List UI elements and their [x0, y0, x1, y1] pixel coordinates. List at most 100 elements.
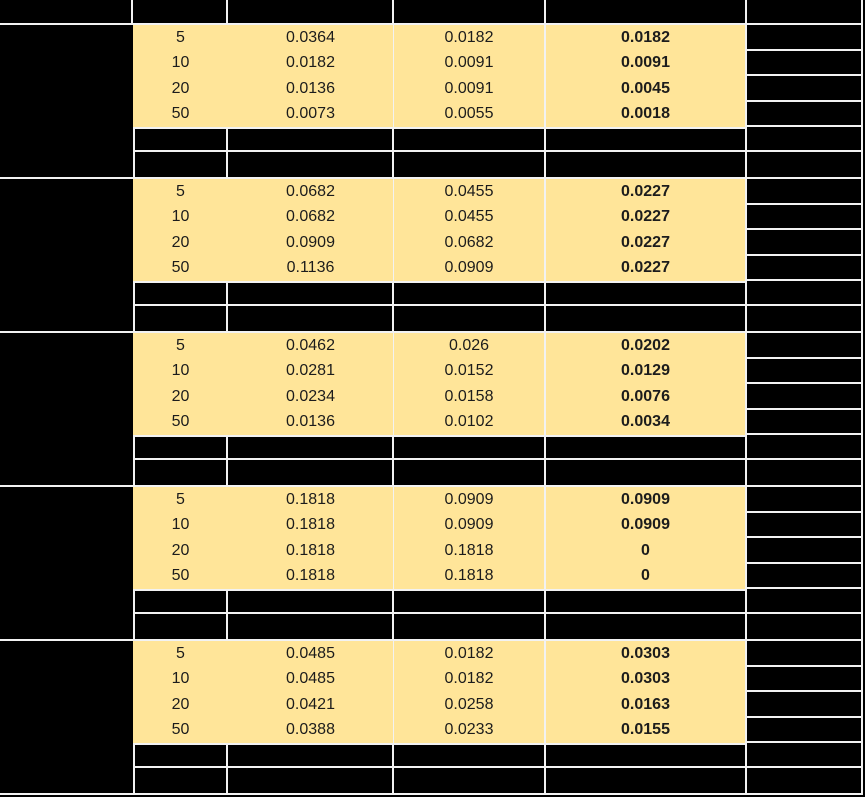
value-cell-bold: 0.0227 — [546, 204, 747, 230]
row-group: 5 0.0462 0.026 0.0202 10 0.0281 0.0152 0.0129 20… — [0, 333, 865, 487]
value-cell: 0.0136 — [228, 76, 394, 102]
value-cell-bold: 0.0227 — [546, 230, 747, 256]
redacted-cell — [747, 409, 863, 435]
separator-row-redacted — [133, 306, 865, 333]
redacted-cell — [747, 717, 863, 743]
value-cell: 0.0909 — [394, 255, 546, 281]
value-cell: 0.0102 — [394, 409, 546, 435]
value-cell: 0.0055 — [394, 101, 546, 127]
value-cell-bold: 0.0045 — [546, 76, 747, 102]
separator-row-redacted — [133, 435, 865, 460]
value-cell: 0.0234 — [228, 384, 394, 410]
redacted-cell — [546, 743, 747, 768]
redacted-cell — [546, 127, 747, 152]
redacted-cell — [133, 435, 228, 460]
redacted-cell — [546, 306, 747, 333]
value-cell-bold: 0.0227 — [546, 179, 747, 205]
value-cell: 0.0682 — [394, 230, 546, 256]
redacted-cell — [747, 358, 863, 384]
redacted-cell — [133, 281, 228, 306]
redacted-cell — [546, 768, 747, 795]
value-cell: 0.0182 — [394, 641, 546, 667]
value-cell: 0.0485 — [228, 641, 394, 667]
redacted-cell — [747, 179, 863, 205]
k-value-cell: 5 — [133, 641, 228, 667]
value-cell: 0.1818 — [228, 512, 394, 538]
redacted-cell — [133, 152, 228, 179]
redacted-cell — [747, 563, 863, 589]
redacted-cell — [747, 204, 863, 230]
value-cell-bold: 0.0034 — [546, 409, 747, 435]
k-value-cell: 50 — [133, 717, 228, 743]
group-rows: 5 0.0462 0.026 0.0202 10 0.0281 0.0152 0.0129 20… — [133, 333, 865, 487]
redacted-cell — [747, 50, 863, 76]
separator-row-redacted — [133, 281, 865, 306]
value-cell: 0.0136 — [228, 409, 394, 435]
table-row: 20 0.0421 0.0258 0.0163 — [133, 692, 865, 718]
redacted-cell — [394, 768, 546, 795]
redacted-cell — [228, 743, 394, 768]
redacted-cell — [394, 589, 546, 614]
k-value-cell: 5 — [133, 179, 228, 205]
value-cell-bold: 0.0091 — [546, 50, 747, 76]
value-cell: 0.0091 — [394, 76, 546, 102]
header-cell-redacted — [546, 0, 747, 25]
k-value-cell: 20 — [133, 76, 228, 102]
redacted-cell — [747, 512, 863, 538]
value-cell: 0.1818 — [228, 563, 394, 589]
table-row: 50 0.1136 0.0909 0.0227 — [133, 255, 865, 281]
value-cell: 0.026 — [394, 333, 546, 359]
redacted-cell — [394, 306, 546, 333]
redacted-cell — [394, 743, 546, 768]
header-cell-redacted — [0, 0, 133, 25]
redacted-cell — [747, 101, 863, 127]
redacted-cell — [546, 435, 747, 460]
value-cell: 0.0462 — [228, 333, 394, 359]
value-cell-bold: 0.0182 — [546, 25, 747, 51]
value-cell: 0.0073 — [228, 101, 394, 127]
redacted-cell — [394, 460, 546, 487]
value-cell-bold: 0.0227 — [546, 255, 747, 281]
value-cell: 0.0388 — [228, 717, 394, 743]
redacted-cell — [394, 435, 546, 460]
table-row: 5 0.0462 0.026 0.0202 — [133, 333, 865, 359]
redacted-cell — [228, 460, 394, 487]
table-row: 5 0.0485 0.0182 0.0303 — [133, 641, 865, 667]
redacted-cell — [228, 152, 394, 179]
table-row: 10 0.0182 0.0091 0.0091 — [133, 50, 865, 76]
redacted-cell — [133, 614, 228, 641]
redacted-cell — [133, 460, 228, 487]
k-value-cell: 5 — [133, 25, 228, 51]
redacted-cell — [747, 281, 863, 306]
redacted-cell — [133, 768, 228, 795]
redacted-cell — [747, 384, 863, 410]
table-row: 10 0.0281 0.0152 0.0129 — [133, 358, 865, 384]
value-cell: 0.0152 — [394, 358, 546, 384]
header-cell-redacted — [747, 0, 863, 25]
value-cell: 0.0182 — [228, 50, 394, 76]
row-group: 5 0.0682 0.0455 0.0227 10 0.0682 0.0455 0.0227 2… — [0, 179, 865, 333]
value-cell: 0.0682 — [228, 204, 394, 230]
table-row: 50 0.1818 0.1818 0 — [133, 563, 865, 589]
redacted-cell — [747, 230, 863, 256]
separator-row-redacted — [133, 614, 865, 641]
table-row: 50 0.0073 0.0055 0.0018 — [133, 101, 865, 127]
redacted-cell — [747, 152, 863, 179]
separator-row-redacted — [133, 460, 865, 487]
k-value-cell: 10 — [133, 512, 228, 538]
table-row: 20 0.1818 0.1818 0 — [133, 538, 865, 564]
k-value-cell: 10 — [133, 204, 228, 230]
redacted-cell — [747, 538, 863, 564]
value-cell: 0.1818 — [394, 563, 546, 589]
value-cell-bold: 0.0018 — [546, 101, 747, 127]
redacted-cell — [747, 435, 863, 460]
value-cell: 0.0258 — [394, 692, 546, 718]
separator-row-redacted — [133, 743, 865, 768]
redacted-cell — [747, 333, 863, 359]
k-value-cell: 50 — [133, 101, 228, 127]
redacted-cell — [747, 460, 863, 487]
value-cell: 0.1136 — [228, 255, 394, 281]
redacted-cell — [747, 25, 863, 51]
redacted-cell — [747, 589, 863, 614]
value-cell: 0.0182 — [394, 666, 546, 692]
